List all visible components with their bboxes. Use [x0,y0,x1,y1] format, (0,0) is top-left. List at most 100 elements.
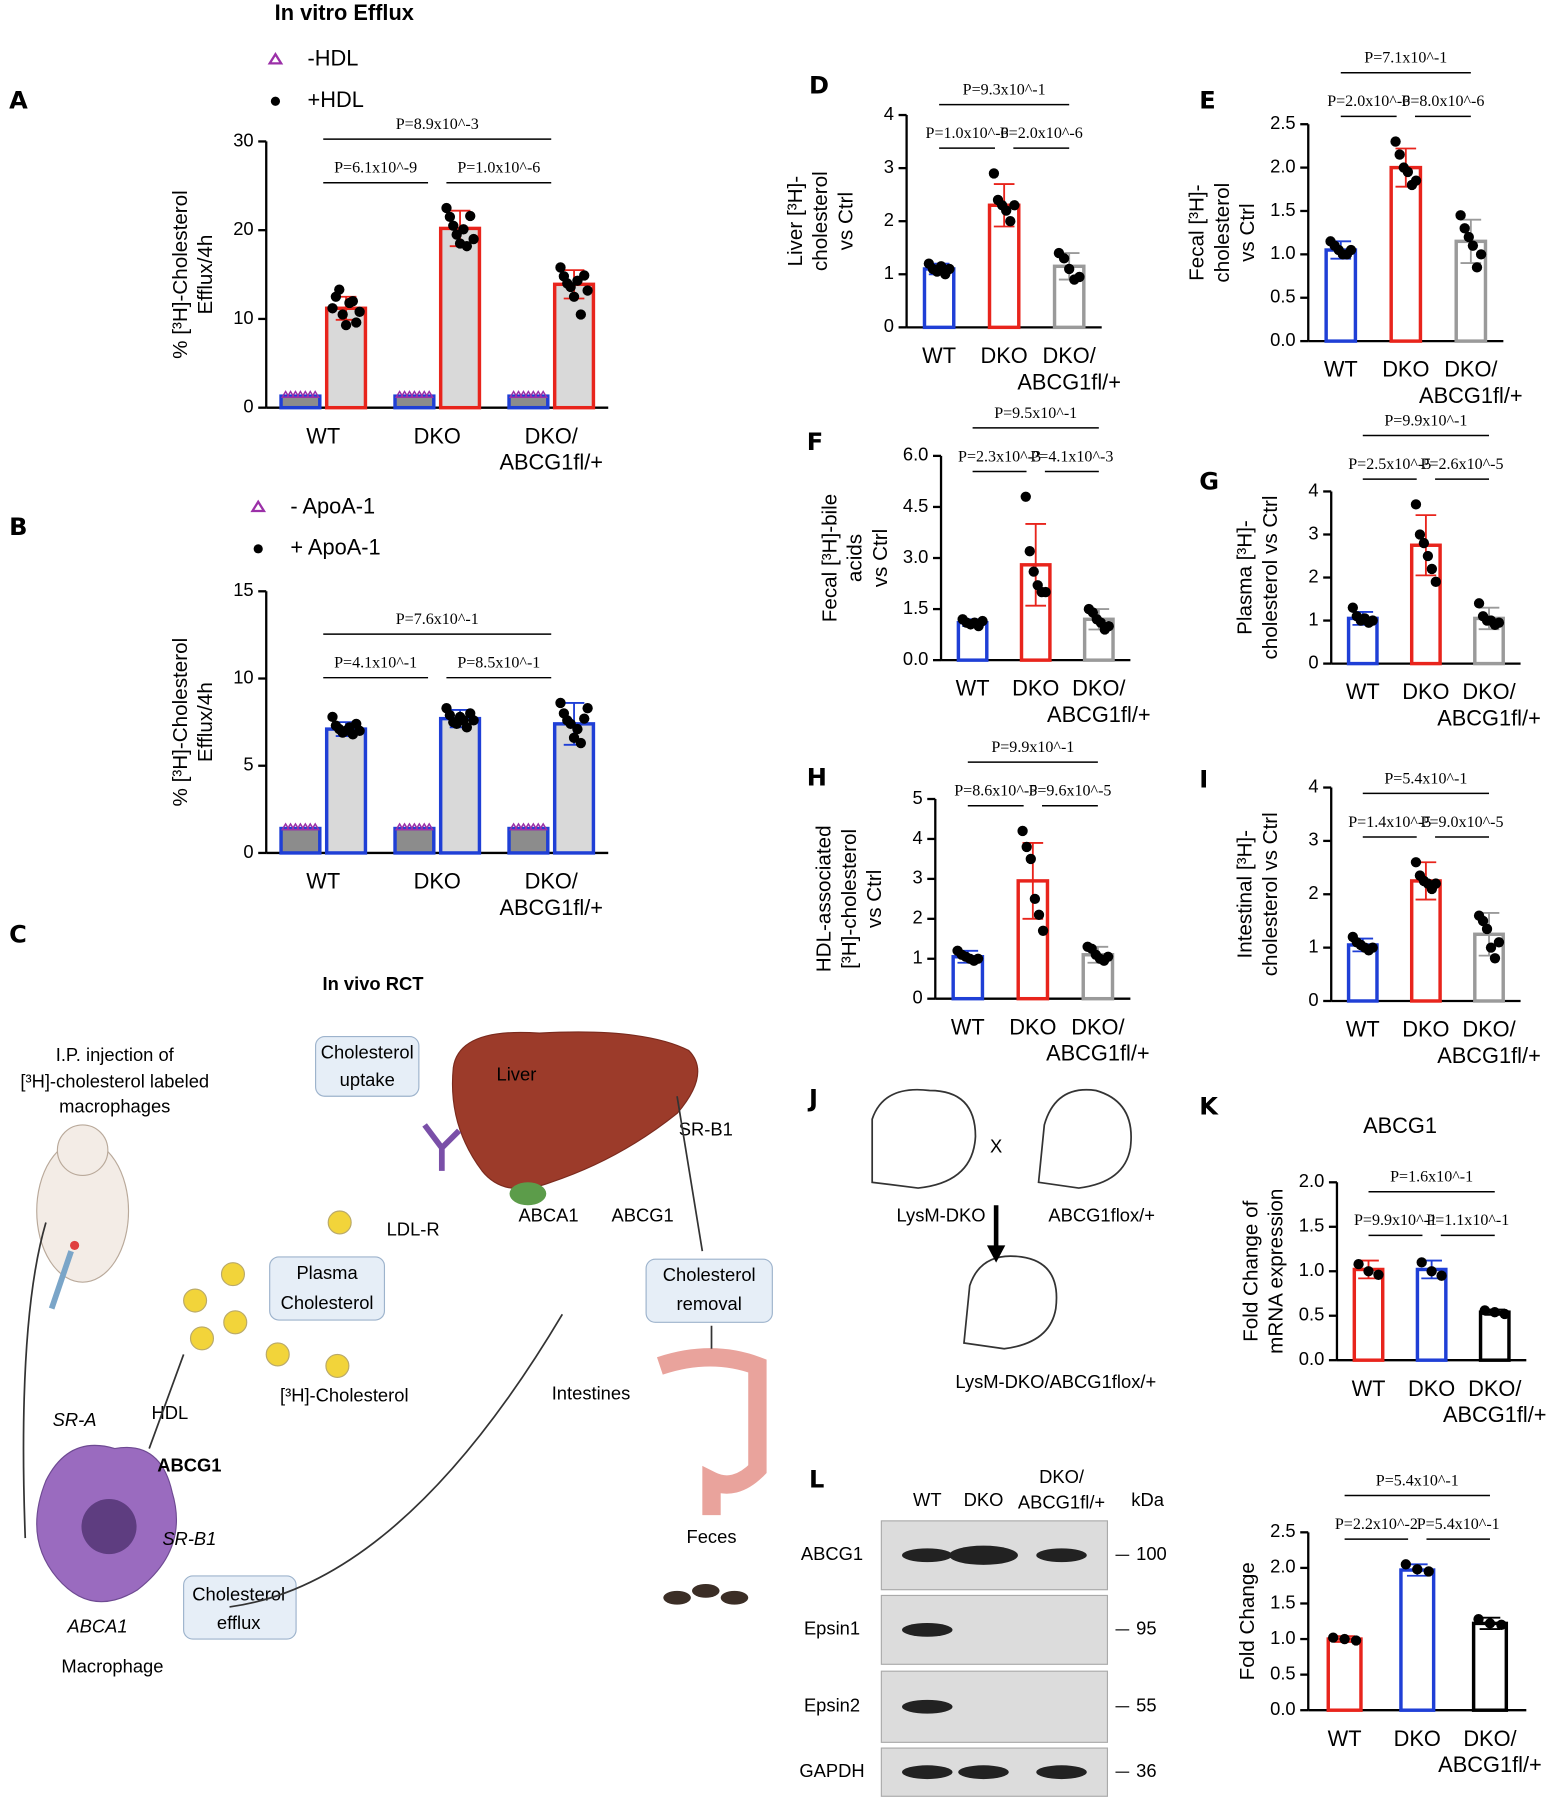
point-marker [523,822,534,831]
bar [1409,879,1442,1003]
western-blot: L WT DKO DKO/ ABCG1fl/+ kDa [809,1466,1165,1513]
y-tick-label: 2 [884,209,894,230]
data-point [1459,223,1470,234]
point-marker [285,822,296,831]
nucleus [81,1499,137,1555]
y-tick-label: 1.5 [1299,1215,1325,1236]
lane-label: DKO/ [1039,1466,1085,1487]
data-point [1394,149,1405,160]
y-tick-label: 1.5 [1270,199,1296,220]
p-value: P=2.3x10^-3 [958,448,1041,465]
p-value: P=1.0x10^-6 [926,125,1009,142]
bar [438,716,482,855]
kda-label: 100 [1136,1543,1167,1564]
bar [1324,248,1358,343]
point-marker [310,390,320,399]
point-marker [419,390,430,399]
data-point [1493,937,1505,948]
y-tick-label: 2.0 [1270,155,1296,176]
label: [³H]-Cholesterol [280,1385,409,1406]
bar [1352,1267,1385,1362]
y-axis-label: cholesterol vs Ctrl [1259,496,1282,660]
data-point [944,263,955,275]
bar [1326,1637,1363,1712]
label: [³H]-cholesterol labeled [20,1070,209,1091]
data-point [1477,915,1489,927]
data-point [1416,1257,1427,1268]
point-marker [414,822,425,831]
p-value: P=1.0x10^-6 [457,160,540,177]
point-marker [280,822,291,831]
x-tick-label: ABCG1fl/+ [1438,1752,1542,1777]
data-point [1463,231,1474,243]
band [1036,1548,1087,1563]
y-tick-label: 0.0 [1270,1698,1296,1719]
panel-label: L [809,1466,824,1494]
bar [393,826,436,855]
lane-label: DKO [964,1489,1004,1510]
bar [324,727,368,855]
band [949,1545,1018,1565]
point-marker [394,822,405,831]
data-point [1499,1308,1510,1320]
x-tick-label: ABCG1fl/+ [499,450,603,475]
label: LDL-R [387,1218,440,1239]
legend-marker [250,499,267,513]
point-marker [295,822,306,831]
label: ABCA1 [518,1205,578,1226]
y-tick-label: 0.0 [1299,1348,1325,1369]
point-marker [409,390,420,399]
data-point [1410,499,1422,510]
point-marker [538,390,548,399]
y-tick-label: 0.5 [1299,1304,1325,1325]
x-tick-label: ABCG1fl/+ [1046,1041,1150,1066]
data-point [351,317,362,328]
data-point [1020,491,1031,502]
y-tick-label: 4 [884,103,894,124]
label: ABCA1 [66,1615,127,1636]
label: efflux [217,1612,261,1633]
data-point [555,262,566,273]
data-point [1400,1559,1412,1570]
p-value: P=9.3x10^-1 [963,81,1046,98]
y-tick-label: 2.5 [1270,1520,1296,1541]
y-tick-label: 0.0 [1270,329,1296,350]
data-point [575,737,587,749]
diagram-j: J X LysM-DKO ABCG1flox/+ LysM-DKO/ABCG1f… [807,1085,1156,1392]
p-value: P=5.4x10^-1 [1376,1472,1459,1489]
label: macrophages [59,1096,170,1117]
gallbladder [509,1182,547,1206]
x-tick-label: WT [922,343,956,368]
band [902,1765,953,1780]
y-tick-label: 1 [884,262,894,283]
bar [507,826,550,855]
injection-site [70,1240,80,1251]
data-point [572,723,583,735]
data-point [1367,942,1378,953]
label: removal [677,1293,742,1314]
data-point [1402,166,1414,178]
data-point [468,715,479,726]
x-tick-label: DKO [414,869,461,894]
point-marker [528,390,539,399]
p-value: P=8.0x10^-6 [1401,93,1484,110]
arrow-head [986,1245,1006,1263]
x-tick-label: DKO/ [1071,1014,1125,1039]
y-tick-label: 0 [243,841,253,862]
cross: X [990,1136,1002,1157]
data-point [1353,1258,1364,1270]
y-tick-label: 5 [243,754,253,775]
y-tick-label: 3 [1308,829,1318,850]
y-tick-label: 1.0 [1270,1627,1296,1648]
y-tick-label: 2 [1308,565,1318,586]
data-point [458,224,469,235]
x-tick-label: DKO [1009,1014,1056,1039]
y-tick-label: 0.0 [903,648,929,669]
y-tick-label: 0 [243,396,253,417]
data-point [468,233,479,245]
point-marker [508,822,519,831]
data-point [575,309,587,320]
row-label: GAPDH [799,1760,864,1781]
x-tick-label: WT [306,423,340,448]
